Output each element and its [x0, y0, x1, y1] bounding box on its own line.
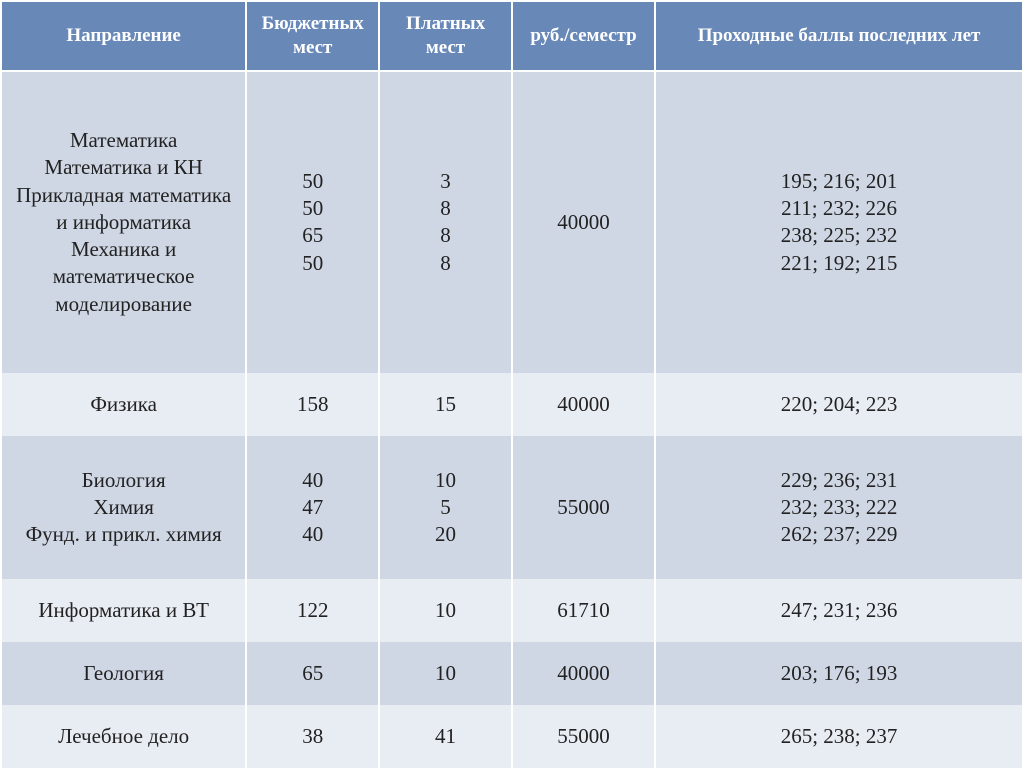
cell-paid: 15: [379, 373, 512, 436]
cell-budget: 122: [246, 579, 379, 642]
table-row: Лечебное дело 38 41 55000 265; 238; 237: [1, 705, 1023, 768]
cell-paid: 10: [379, 579, 512, 642]
cell-direction: Биология Химия Фунд. и прикл. химия: [1, 436, 246, 578]
cell-budget: 38: [246, 705, 379, 768]
col-header-rub: руб./семестр: [512, 1, 655, 71]
cell-paid: 10 5 20: [379, 436, 512, 578]
table-row: Информатика и ВТ 122 10 61710 247; 231; …: [1, 579, 1023, 642]
cell-budget: 50 50 65 50: [246, 71, 379, 374]
cell-rub: 55000: [512, 705, 655, 768]
col-header-budget: Бюджетных мест: [246, 1, 379, 71]
cell-scores: 220; 204; 223: [655, 373, 1023, 436]
cell-budget: 65: [246, 642, 379, 705]
cell-rub: 55000: [512, 436, 655, 578]
cell-direction: Математика Математика и КН Прикладная ма…: [1, 71, 246, 374]
cell-direction: Лечебное дело: [1, 705, 246, 768]
cell-paid: 3 8 8 8: [379, 71, 512, 374]
cell-rub: 40000: [512, 373, 655, 436]
col-header-paid: Платных мест: [379, 1, 512, 71]
admissions-table: Направление Бюджетных мест Платных мест …: [0, 0, 1024, 768]
cell-rub: 61710: [512, 579, 655, 642]
table-row: Физика 158 15 40000 220; 204; 223: [1, 373, 1023, 436]
table-row: Биология Химия Фунд. и прикл. химия 40 4…: [1, 436, 1023, 578]
cell-direction: Геология: [1, 642, 246, 705]
cell-scores: 203; 176; 193: [655, 642, 1023, 705]
cell-rub: 40000: [512, 642, 655, 705]
cell-scores: 265; 238; 237: [655, 705, 1023, 768]
cell-scores: 229; 236; 231 232; 233; 222 262; 237; 22…: [655, 436, 1023, 578]
cell-budget: 40 47 40: [246, 436, 379, 578]
cell-direction: Физика: [1, 373, 246, 436]
col-header-scores: Проходные баллы последних лет: [655, 1, 1023, 71]
cell-paid: 41: [379, 705, 512, 768]
table-row: Геология 65 10 40000 203; 176; 193: [1, 642, 1023, 705]
cell-direction: Информатика и ВТ: [1, 579, 246, 642]
cell-budget: 158: [246, 373, 379, 436]
cell-rub: 40000: [512, 71, 655, 374]
table-row: Математика Математика и КН Прикладная ма…: [1, 71, 1023, 374]
table-body: Математика Математика и КН Прикладная ма…: [1, 71, 1023, 768]
cell-scores: 195; 216; 201 211; 232; 226 238; 225; 23…: [655, 71, 1023, 374]
cell-paid: 10: [379, 642, 512, 705]
cell-scores: 247; 231; 236: [655, 579, 1023, 642]
col-header-direction: Направление: [1, 1, 246, 71]
table-header-row: Направление Бюджетных мест Платных мест …: [1, 1, 1023, 71]
